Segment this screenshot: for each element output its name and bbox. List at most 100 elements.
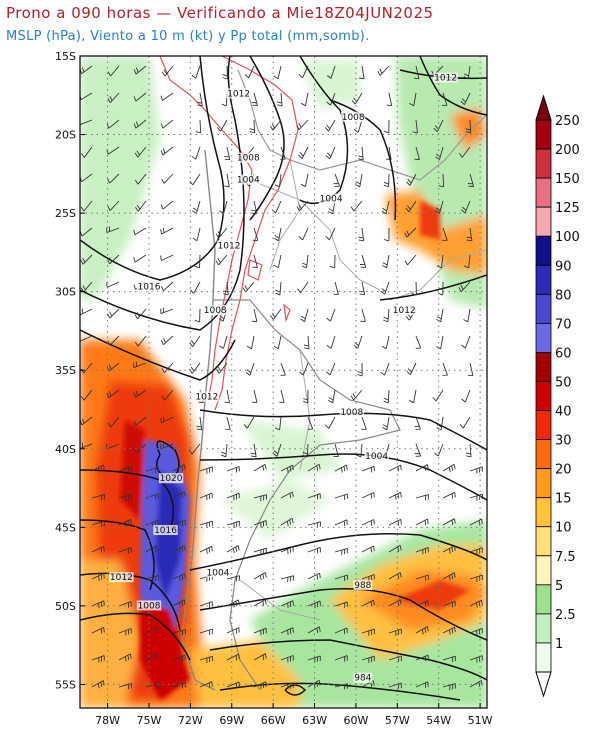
isobar-label-bg <box>353 672 373 683</box>
wind-barb <box>334 655 348 662</box>
wind-barb <box>299 362 309 376</box>
wind-barb <box>356 443 363 458</box>
wind-barb <box>442 463 456 473</box>
lat-tick-label: 15S <box>55 50 76 63</box>
wind-barb <box>280 362 286 376</box>
wind-barb <box>118 465 132 473</box>
wind-barb <box>252 254 258 268</box>
wind-barb <box>469 655 483 663</box>
wind-barb <box>80 200 93 212</box>
isobar-labels: 1012 1012 1008 1008 1004 1004 1012 1016 1008 1012… <box>109 72 458 684</box>
wind-barb <box>404 227 417 238</box>
wind-barb <box>303 389 309 404</box>
wind-barb <box>253 494 268 502</box>
isobar-label-bg <box>109 572 134 583</box>
wind-barb <box>388 628 402 636</box>
wind-barb <box>326 92 336 106</box>
wind-barb <box>226 492 240 501</box>
wind-barb <box>135 200 147 212</box>
map-subtitle: MSLP (hPa), Viento a 10 m (kt) y Pp tota… <box>6 29 370 44</box>
wind-barb <box>415 626 429 635</box>
colorbar-swatch <box>535 468 552 499</box>
lon-tick-label: 63W <box>302 714 327 727</box>
wind-barb <box>298 146 309 159</box>
wind-barb <box>276 92 283 107</box>
wind-barb <box>160 146 174 156</box>
wind-barb <box>274 173 282 188</box>
wind-barb <box>251 200 258 215</box>
wind-barb <box>196 416 203 431</box>
isobar-label: 1012 <box>227 89 250 99</box>
wind-barb <box>91 464 105 473</box>
wind-barb <box>381 200 390 215</box>
wind-barb <box>107 173 120 184</box>
wind-barb <box>334 493 348 500</box>
wind-barb <box>442 545 456 554</box>
wind-barb <box>251 92 258 106</box>
wind-barb <box>300 173 309 188</box>
wind-barb <box>361 545 375 553</box>
lon-tick-label: 69W <box>219 714 244 727</box>
wind-barb <box>411 281 417 296</box>
precip-shading <box>80 56 487 708</box>
wind-barb <box>160 92 174 101</box>
wind-barb <box>118 518 132 527</box>
wind-barb <box>380 362 390 376</box>
wind-barb <box>333 443 339 458</box>
wind-barb <box>253 463 267 472</box>
wind-barb <box>409 92 417 107</box>
wind-barb <box>226 599 240 608</box>
wind-barb <box>280 682 294 690</box>
wind-barb <box>383 308 390 323</box>
wind-barb <box>160 416 174 424</box>
wind-barb <box>326 65 336 79</box>
wind-barb <box>269 119 282 131</box>
wind-barb <box>442 227 448 241</box>
wind-barb <box>406 173 417 186</box>
wind-barb <box>434 443 444 457</box>
wind-barb <box>273 254 282 269</box>
wind-barb <box>280 464 294 473</box>
wind-barb <box>406 362 417 376</box>
wind-barb <box>300 308 309 322</box>
wind-barb <box>106 226 120 234</box>
colorbar-label: 50 <box>555 375 572 390</box>
longitude-labels: 78W 75W 72W 69W 66W 63W 60W 57W 54W 51W <box>95 703 493 727</box>
isobar-label-bg <box>194 391 220 402</box>
lon-tick-label: 51W <box>468 714 493 727</box>
wind-barb <box>324 119 336 132</box>
wind-barb <box>160 254 174 262</box>
wind-barb <box>194 308 201 323</box>
wind-barb <box>172 491 186 499</box>
wind-barbs <box>80 65 483 691</box>
wind-barb <box>442 572 456 581</box>
isobar-label: 1004 <box>365 452 388 462</box>
wind-barb <box>280 491 294 499</box>
wind-barb <box>300 92 309 107</box>
wind-barb <box>355 173 363 188</box>
colorbar-swatch <box>535 584 552 615</box>
colorbar-swatch <box>535 381 552 411</box>
wind-barb <box>172 464 186 472</box>
wind-barb <box>469 493 483 501</box>
isobar-label: 1008 <box>340 408 363 418</box>
wind-barb <box>253 681 267 690</box>
isobar-label-bg <box>236 174 261 185</box>
wind-barb <box>307 546 321 554</box>
wind-barb <box>334 574 348 581</box>
wind-barb <box>461 335 471 349</box>
wind-barb <box>380 281 390 295</box>
wind-barb <box>145 574 159 583</box>
wind-barb <box>280 575 295 583</box>
wind-barb <box>465 443 472 458</box>
wind-barb <box>326 308 336 322</box>
wind-barb <box>307 416 314 430</box>
colorbar-swatch <box>535 322 552 353</box>
wind-barb <box>326 335 336 349</box>
wind-barb <box>357 146 364 161</box>
wind-barb <box>415 600 429 607</box>
colorbar-swatch <box>535 293 552 324</box>
wind-barb <box>328 389 336 404</box>
wind-barb <box>414 416 421 430</box>
